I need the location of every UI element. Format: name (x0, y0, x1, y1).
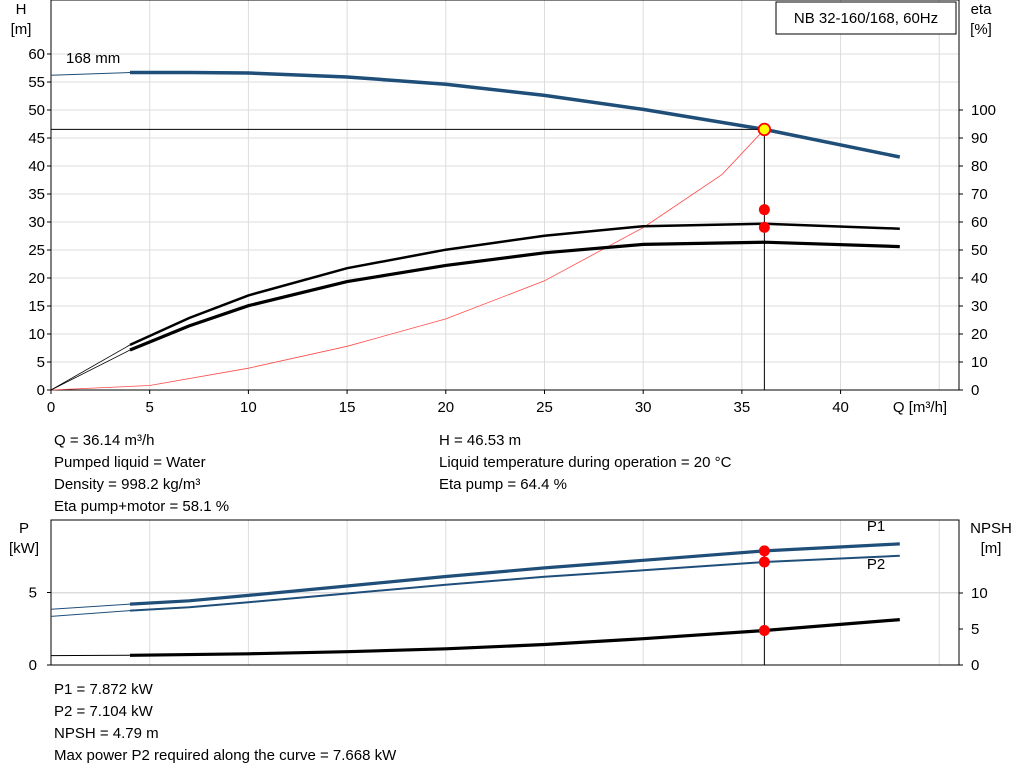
p1-curve-label: P1 (867, 518, 885, 535)
readout-liquid-temperature: Liquid temperature during operation = 20… (439, 454, 732, 471)
npsh-curve (129, 618, 900, 657)
p2-curve (129, 554, 900, 612)
readout-head: H = 46.53 m (439, 432, 522, 449)
readout-npsh: NPSH = 4.79 m (54, 725, 159, 742)
y-tick-label: 20 (28, 270, 45, 287)
eta-tick-label: 40 (971, 270, 988, 287)
x-tick-label: 15 (339, 399, 356, 416)
p-tick-label: 5 (29, 585, 37, 602)
readout-eta-pump-motor: Eta pump+motor = 58.1 % (54, 498, 230, 515)
npsh-tick-label: 0 (971, 657, 979, 674)
x-tick-label: 0 (47, 399, 55, 416)
p-axis-label: P (19, 520, 29, 537)
efficiency-pump-curve (129, 222, 900, 347)
efficiency-helper-curve (50, 129, 765, 391)
y-tick-label: 45 (28, 130, 45, 147)
p1-curve-extension (50, 603, 131, 610)
npsh-axis-label: NPSH (970, 520, 1012, 537)
eta-tick-label: 10 (971, 354, 988, 371)
duty-point-p2 (758, 556, 770, 568)
head-curve (130, 70, 901, 159)
eta-tick-label: 100 (971, 102, 996, 119)
readout-p2: P2 = 7.104 kW (54, 703, 153, 720)
y-tick-label: 0 (37, 382, 45, 399)
eta-tick-label: 30 (971, 298, 988, 315)
x-tick-label: 20 (437, 399, 454, 416)
x-axis-label: Q [m³/h] (893, 399, 947, 416)
efficiency-pump-motor-curve (129, 240, 900, 352)
y-tick-label: 25 (28, 242, 45, 259)
x-tick-label: 5 (146, 399, 154, 416)
y-tick-label: 15 (28, 298, 45, 315)
eta-tick-label: 50 (971, 242, 988, 259)
npsh-tick-label: 10 (971, 585, 988, 602)
p-tick-label: 0 (29, 657, 37, 674)
npsh-tick-label: 5 (971, 621, 979, 638)
y-tick-label: 30 (28, 214, 45, 231)
x-tick-label: 30 (635, 399, 652, 416)
eta-tick-label: 60 (971, 214, 988, 231)
efficiency-pump-extension (50, 344, 131, 391)
duty-point-head (757, 122, 772, 137)
npsh-axis-unit: [m] (981, 540, 1002, 557)
eta-axis-unit: [%] (970, 21, 992, 38)
readout-density: Density = 998.2 kg/m³ (54, 476, 201, 493)
y-tick-label: 10 (28, 326, 45, 343)
curve-label-impeller: 168 mm (66, 50, 120, 67)
p-axis-unit: [kW] (9, 540, 39, 557)
chart-frame (50, 0, 960, 391)
eta-tick-label: 20 (971, 326, 988, 343)
legend-box (775, 1, 957, 35)
head-curve-extension (50, 72, 131, 76)
readout-liquid: Pumped liquid = Water (54, 454, 206, 471)
duty-point-npsh (758, 625, 770, 637)
y-tick-label: 60 (28, 46, 45, 63)
readout-bottom: P1 = 7.872 kW P2 = 7.104 kW NPSH = 4.79 … (54, 679, 396, 767)
eta-axis-label: eta (971, 1, 993, 18)
readout-top-left: Q = 36.14 m³/h Pumped liquid = Water Den… (54, 430, 229, 518)
p2-curve-extension (50, 610, 131, 617)
y-tick-label: 35 (28, 186, 45, 203)
y-tick-label: 55 (28, 74, 45, 91)
x-tick-label: 25 (536, 399, 553, 416)
readout-p1: P1 = 7.872 kW (54, 681, 153, 698)
readout-eta-pump: Eta pump = 64.4 % (439, 476, 567, 493)
duty-point-p1 (758, 545, 770, 557)
eta-tick-label: 70 (971, 186, 988, 203)
eta-tick-label: 90 (971, 130, 988, 147)
readout-max-power: Max power P2 required along the curve = … (54, 747, 397, 764)
efficiency-pump-motor-extension (50, 349, 131, 391)
readout-top-right: H = 46.53 m Liquid temperature during op… (439, 430, 731, 496)
x-tick-label: 40 (832, 399, 849, 416)
x-tick-label: 35 (734, 399, 751, 416)
legend-box-text: NB 32-160/168, 60Hz (794, 10, 938, 27)
eta-tick-label: 0 (971, 382, 979, 399)
y-axis-unit: [m] (11, 21, 32, 38)
duty-point-eta-pump (758, 204, 770, 216)
p2-curve-label: P2 (867, 556, 885, 573)
x-tick-label: 10 (240, 399, 257, 416)
duty-point-eta-pump-motor (758, 221, 770, 233)
p1-curve (129, 542, 900, 606)
y-tick-label: 40 (28, 158, 45, 175)
y-tick-label: 5 (37, 354, 45, 371)
y-axis-label: H (16, 1, 27, 18)
eta-tick-label: 80 (971, 158, 988, 175)
y-tick-label: 50 (28, 102, 45, 119)
readout-flow: Q = 36.14 m³/h (54, 432, 155, 449)
